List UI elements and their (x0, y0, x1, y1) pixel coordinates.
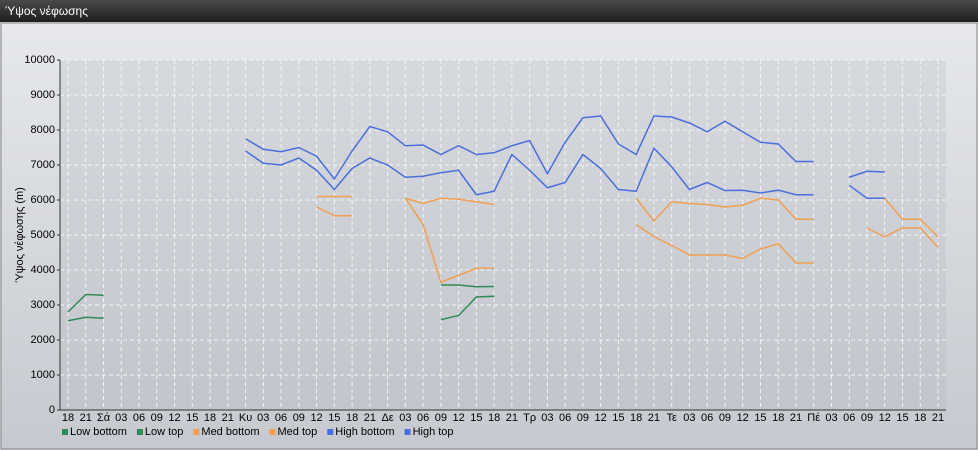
title-bar: Ύψος νέφωσης (0, 0, 978, 22)
legend-marker (136, 429, 143, 435)
series-line (67, 295, 495, 322)
x-tick-label: 06 (843, 412, 855, 424)
legend-marker (193, 429, 200, 435)
x-tick-label: 06 (275, 412, 287, 424)
x-tick-label: 15 (754, 412, 766, 424)
chart: Ύψος νέφωσης (m) 0 1000 2000 3000 4000 5000 60… (0, 22, 978, 450)
x-tick-label: 03 (257, 412, 269, 424)
x-tick-label: 06 (701, 412, 713, 424)
legend-marker (269, 429, 276, 435)
series-line (67, 284, 495, 313)
x-tick-label: 12 (737, 412, 749, 424)
x-tick-label: Κυ (239, 412, 252, 424)
legend-marker (327, 429, 334, 435)
x-tick-label: 06 (559, 412, 571, 424)
x-tick-label: Σά (97, 412, 111, 424)
y-tick-label: 6000 (31, 194, 55, 206)
y-tick-label: 9000 (31, 89, 55, 101)
y-tick-label: 8000 (31, 124, 55, 136)
x-tick-label: 03 (399, 412, 411, 424)
y-tick-label: 2000 (31, 334, 55, 346)
x-tick-label: 18 (488, 412, 500, 424)
legend-marker (404, 429, 411, 435)
legend-label: Low top (145, 426, 184, 438)
legend-label: High bottom (335, 426, 394, 438)
x-tick-label: 09 (435, 412, 447, 424)
y-axis-label: Ύψος νέφωσης (m) (14, 187, 26, 283)
x-tick-label: 15 (328, 412, 340, 424)
x-tick-label: 18 (204, 412, 216, 424)
x-tick-label: 18 (914, 412, 926, 424)
series-line (316, 195, 939, 238)
y-tick-label: 1000 (31, 369, 55, 381)
x-tick-label: 21 (80, 412, 92, 424)
y-tick-label: 3000 (31, 299, 55, 311)
x-tick-label: 12 (452, 412, 464, 424)
x-tick-label: 03 (683, 412, 695, 424)
legend-marker (62, 429, 68, 435)
series-line (316, 197, 939, 284)
x-tick-label: 12 (168, 412, 180, 424)
x-tick-label: 15 (470, 412, 482, 424)
x-tick-label: 09 (719, 412, 731, 424)
x-tick-label: 03 (825, 412, 837, 424)
x-tick-label: 21 (506, 412, 518, 424)
x-tick-label: 21 (222, 412, 234, 424)
legend-label: Med bottom (201, 426, 259, 438)
x-tick-label: 21 (364, 412, 376, 424)
x-tick-label: Πέ (807, 412, 820, 424)
x-tick-label: 09 (293, 412, 305, 424)
x-tick-label: 09 (861, 412, 873, 424)
x-tick-label: 18 (62, 412, 74, 424)
x-tick-label: 12 (879, 412, 891, 424)
x-tick-label: Τρ (523, 412, 536, 424)
x-tick-label: 21 (790, 412, 802, 424)
x-tick-label: 18 (772, 412, 784, 424)
x-tick-label: 09 (151, 412, 163, 424)
x-tick-label: 06 (417, 412, 429, 424)
x-tick-label: Δε (381, 412, 393, 424)
x-tick-label: 15 (186, 412, 198, 424)
x-tick-label: 15 (612, 412, 624, 424)
x-tick-label: 09 (577, 412, 589, 424)
x-tick-label: 18 (346, 412, 358, 424)
x-tick-label: 12 (310, 412, 322, 424)
legend-label: Med top (278, 426, 318, 438)
x-tick-label: 15 (896, 412, 908, 424)
y-tick-label: 7000 (31, 159, 55, 171)
legend-label: Low bottom (70, 426, 127, 438)
x-tick-label: 03 (541, 412, 553, 424)
x-tick-label: 21 (648, 412, 660, 424)
y-tick-label: 10000 (24, 54, 55, 66)
x-tick-label: 06 (133, 412, 145, 424)
y-tick-label: 4000 (31, 264, 55, 276)
y-tick-label: 5000 (31, 229, 55, 241)
legend-label: High top (413, 426, 454, 438)
y-tick-label: 0 (49, 404, 55, 416)
series-line (245, 115, 885, 181)
x-tick-label: 12 (595, 412, 607, 424)
x-tick-label: 21 (932, 412, 944, 424)
series-line (245, 146, 885, 199)
x-tick-label: 03 (115, 412, 127, 424)
x-tick-label: 18 (630, 412, 642, 424)
x-tick-label: Τε (666, 412, 677, 424)
